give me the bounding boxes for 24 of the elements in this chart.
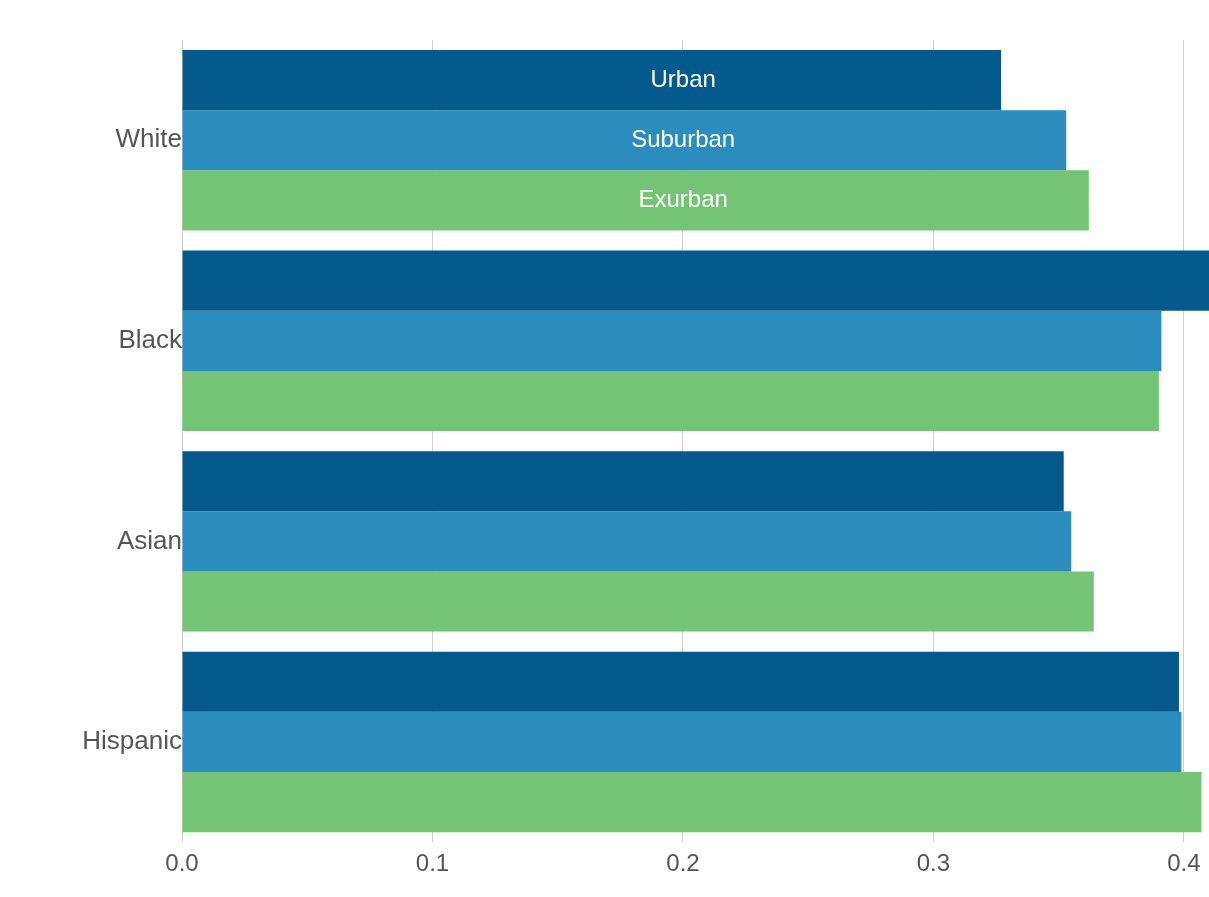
bar [182,451,1064,512]
y-tick-label: Asian [116,524,182,555]
x-tick-label: 0.2 [666,849,700,877]
bar [182,50,1002,111]
bar [182,110,1067,171]
x-tick-label: 0.3 [916,849,951,877]
y-tick-label: Black [118,324,183,354]
x-tick-label: 0.1 [415,849,450,877]
bar [182,370,1159,432]
bar [182,511,1072,572]
bar [182,651,1179,712]
x-tick-label: 0.0 [165,849,199,877]
bar [182,571,1094,632]
series-label: Exurban [638,185,728,213]
y-tick-label: Hispanic [82,725,182,756]
bar [182,310,1162,371]
series-label: Suburban [631,124,736,152]
bar [182,711,1182,773]
series-label: Urban [650,64,716,92]
y-tick-label: White [115,123,182,154]
bar [182,170,1089,231]
x-tick-label: 0.4 [1167,849,1201,877]
bar [182,250,1209,311]
bar [182,772,1202,833]
